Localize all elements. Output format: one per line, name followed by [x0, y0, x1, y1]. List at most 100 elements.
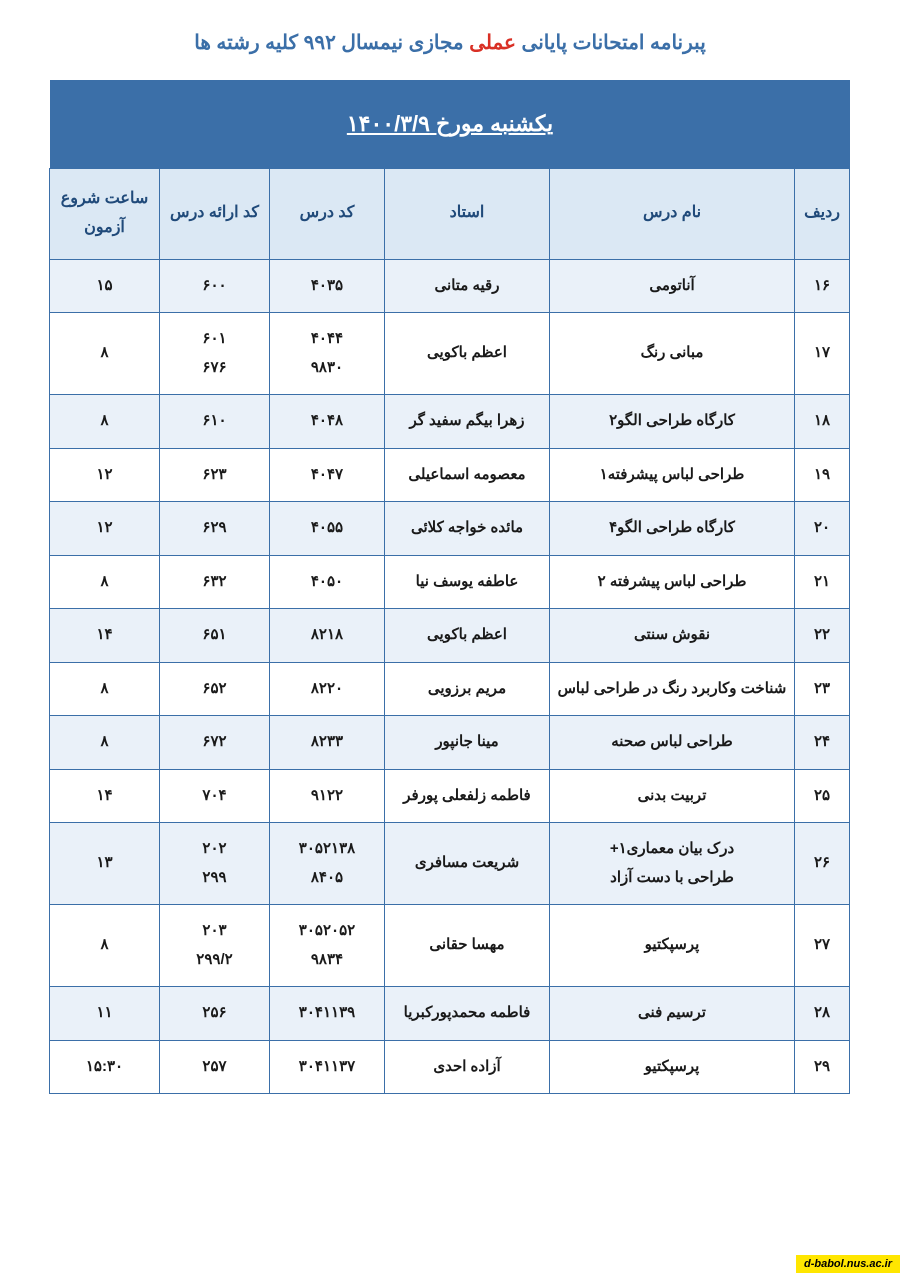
header-course-code: کد درس: [270, 169, 385, 260]
cell-course-code: ۸۲۱۸: [270, 609, 385, 663]
title-part2: مجازی نیمسال ۹۹۲ کلیه رشته ها: [194, 32, 469, 54]
table-header-row: ردیف نام درس استاد کد درس کد ارائه درس س…: [50, 169, 850, 260]
cell-professor: رقیه متانی: [385, 259, 550, 313]
table-row: ۲۸ترسیم فنیفاطمه محمدپورکبریا۳۰۴۱۱۳۹۲۵۶۱…: [50, 987, 850, 1041]
cell-row-num: ۲۶: [795, 823, 850, 905]
cell-course-name: طراحی لباس پیشرفته۱: [550, 448, 795, 502]
cell-exam-time: ۸: [50, 555, 160, 609]
table-row: ۲۵تربیت بدنیفاطمه زلفعلی پورفر۹۱۲۲۷۰۴۱۴: [50, 769, 850, 823]
cell-course-code: ۳۰۵۲۰۵۲۹۸۳۴: [270, 905, 385, 987]
cell-row-num: ۱۷: [795, 313, 850, 395]
cell-offer-code: ۶۳۲: [160, 555, 270, 609]
cell-professor: عاطفه یوسف نیا: [385, 555, 550, 609]
cell-row-num: ۱۹: [795, 448, 850, 502]
cell-exam-time: ۱۴: [50, 609, 160, 663]
cell-offer-code: ۶۷۲: [160, 716, 270, 770]
cell-course-code: ۴۰۴۸: [270, 395, 385, 449]
title-part1: پبرنامه امتحانات پایانی: [516, 32, 706, 54]
header-professor: استاد: [385, 169, 550, 260]
cell-row-num: ۲۸: [795, 987, 850, 1041]
table-row: ۲۳شناخت وکاربرد رنگ در طراحی لباسمریم بر…: [50, 662, 850, 716]
cell-professor: زهرا بیگم سفید گر: [385, 395, 550, 449]
cell-course-name: آناتومی: [550, 259, 795, 313]
cell-course-code: ۴۰۴۷: [270, 448, 385, 502]
cell-exam-time: ۸: [50, 716, 160, 770]
cell-professor: آزاده احدی: [385, 1040, 550, 1094]
cell-course-name: پرسپکتیو: [550, 905, 795, 987]
cell-course-name: ترسیم فنی: [550, 987, 795, 1041]
exam-schedule-table: ردیف نام درس استاد کد درس کد ارائه درس س…: [49, 168, 850, 1094]
cell-offer-code: ۶۰۱۶۷۶: [160, 313, 270, 395]
cell-course-code: ۳۰۵۲۱۳۸۸۴۰۵: [270, 823, 385, 905]
cell-row-num: ۲۴: [795, 716, 850, 770]
cell-course-name: درک بیان معماری۱+طراحی با دست آزاد: [550, 823, 795, 905]
cell-course-name: نقوش سنتی: [550, 609, 795, 663]
footer-url: d-babol.nus.ac.ir: [796, 1255, 900, 1273]
cell-course-code: ۸۲۲۰: [270, 662, 385, 716]
cell-professor: مینا جانپور: [385, 716, 550, 770]
banner-text: یکشنبه مورخ ۱۴۰۰/۳/۹: [347, 111, 553, 136]
cell-row-num: ۱۸: [795, 395, 850, 449]
table-row: ۲۲نقوش سنتیاعظم باکویی۸۲۱۸۶۵۱۱۴: [50, 609, 850, 663]
cell-offer-code: ۷۰۴: [160, 769, 270, 823]
table-row: ۲۶درک بیان معماری۱+طراحی با دست آزادشریع…: [50, 823, 850, 905]
cell-offer-code: ۶۵۲: [160, 662, 270, 716]
table-row: ۱۶آناتومیرقیه متانی۴۰۳۵۶۰۰۱۵: [50, 259, 850, 313]
cell-exam-time: ۱۱: [50, 987, 160, 1041]
cell-course-code: ۴۰۳۵: [270, 259, 385, 313]
cell-offer-code: ۶۲۳: [160, 448, 270, 502]
header-row-num: ردیف: [795, 169, 850, 260]
header-course-name: نام درس: [550, 169, 795, 260]
cell-course-code: ۹۱۲۲: [270, 769, 385, 823]
cell-course-code: ۴۰۵۵: [270, 502, 385, 556]
cell-row-num: ۲۳: [795, 662, 850, 716]
date-banner: یکشنبه مورخ ۱۴۰۰/۳/۹: [50, 80, 850, 168]
cell-offer-code: ۲۰۳۲۹۹/۲: [160, 905, 270, 987]
cell-professor: مریم برزویی: [385, 662, 550, 716]
table-row: ۱۷مبانی رنگاعظم باکویی۴۰۴۴۹۸۳۰۶۰۱۶۷۶۸: [50, 313, 850, 395]
cell-course-name: تربیت بدنی: [550, 769, 795, 823]
cell-course-name: پرسپکتیو: [550, 1040, 795, 1094]
cell-exam-time: ۸: [50, 395, 160, 449]
cell-row-num: ۲۲: [795, 609, 850, 663]
cell-offer-code: ۶۱۰: [160, 395, 270, 449]
table-row: ۱۹طراحی لباس پیشرفته۱معصومه اسماعیلی۴۰۴۷…: [50, 448, 850, 502]
cell-row-num: ۲۱: [795, 555, 850, 609]
table-row: ۱۸کارگاه طراحی الگو۲زهرا بیگم سفید گر۴۰۴…: [50, 395, 850, 449]
header-offer-code: کد ارائه درس: [160, 169, 270, 260]
cell-professor: مائده خواجه کلائی: [385, 502, 550, 556]
cell-exam-time: ۱۲: [50, 502, 160, 556]
cell-professor: معصومه اسماعیلی: [385, 448, 550, 502]
header-exam-time: ساعت شروع آزمون: [50, 169, 160, 260]
table-row: ۲۱طراحی لباس پیشرفته ۲عاطفه یوسف نیا۴۰۵۰…: [50, 555, 850, 609]
cell-course-code: ۳۰۴۱۱۳۷: [270, 1040, 385, 1094]
cell-professor: مهسا حقانی: [385, 905, 550, 987]
title-red: عملی: [469, 32, 516, 54]
cell-offer-code: ۶۰۰: [160, 259, 270, 313]
table-row: ۲۹پرسپکتیوآزاده احدی۳۰۴۱۱۳۷۲۵۷۱۵:۳۰: [50, 1040, 850, 1094]
cell-row-num: ۲۷: [795, 905, 850, 987]
cell-course-name: کارگاه طراحی الگو۲: [550, 395, 795, 449]
cell-course-name: کارگاه طراحی الگو۴: [550, 502, 795, 556]
cell-course-code: ۳۰۴۱۱۳۹: [270, 987, 385, 1041]
cell-exam-time: ۸: [50, 905, 160, 987]
cell-professor: شریعت مسافری: [385, 823, 550, 905]
cell-offer-code: ۲۰۲۲۹۹: [160, 823, 270, 905]
cell-course-name: شناخت وکاربرد رنگ در طراحی لباس: [550, 662, 795, 716]
cell-offer-code: ۶۲۹: [160, 502, 270, 556]
cell-row-num: ۲۰: [795, 502, 850, 556]
cell-exam-time: ۱۴: [50, 769, 160, 823]
page-title: پبرنامه امتحانات پایانی عملی مجازی نیمسا…: [50, 30, 850, 55]
table-row: ۲۷پرسپکتیومهسا حقانی۳۰۵۲۰۵۲۹۸۳۴۲۰۳۲۹۹/۲۸: [50, 905, 850, 987]
cell-course-name: طراحی لباس صحنه: [550, 716, 795, 770]
cell-row-num: ۲۹: [795, 1040, 850, 1094]
cell-course-code: ۸۲۳۳: [270, 716, 385, 770]
cell-exam-time: ۸: [50, 313, 160, 395]
cell-course-name: مبانی رنگ: [550, 313, 795, 395]
cell-exam-time: ۱۲: [50, 448, 160, 502]
table-row: ۲۴طراحی لباس صحنهمینا جانپور۸۲۳۳۶۷۲۸: [50, 716, 850, 770]
cell-offer-code: ۲۵۷: [160, 1040, 270, 1094]
cell-course-code: ۴۰۵۰: [270, 555, 385, 609]
cell-exam-time: ۱۵:۳۰: [50, 1040, 160, 1094]
cell-professor: اعظم باکویی: [385, 313, 550, 395]
